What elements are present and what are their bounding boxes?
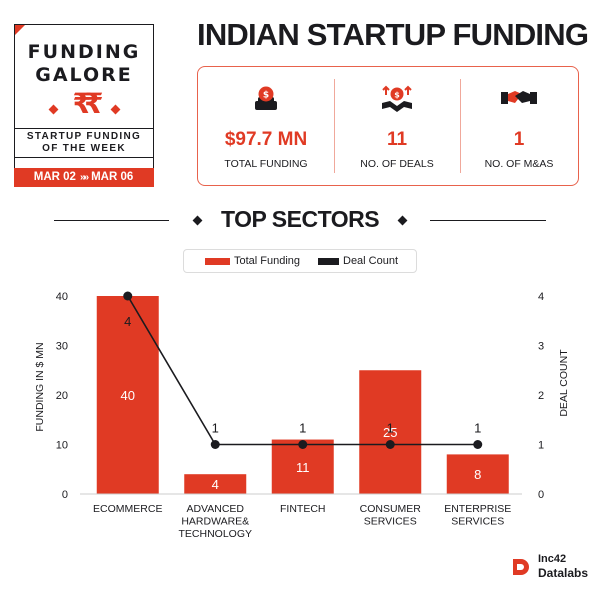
y-axis-label-left: FUNDING IN $ MN [34,342,46,432]
x-tick-label: ECOMMERCE [93,503,162,515]
line-data-label: 1 [212,421,219,436]
stat-value: 1 [513,129,525,150]
section-title: TOP SECTORS [220,206,380,232]
legend-label-deals: Deal Count [343,255,399,267]
x-tick-label: SERVICES [451,516,504,528]
x-tick-label: ADVANCED [186,503,244,515]
line-data-label: 1 [387,421,394,436]
y-tick-label: 0 [62,489,68,501]
x-tick-label: CONSUMER [360,503,422,515]
y2-tick-label: 4 [538,291,544,303]
y-tick-label: 30 [56,341,68,353]
x-tick-label: HARDWARE& [181,516,249,528]
stat-value: 11 [386,129,408,150]
y-tick-label: 10 [56,440,68,452]
stat-divider [334,79,335,173]
bar [446,454,509,494]
datalabs-logo-icon [513,559,529,575]
bar [184,474,247,494]
stat-total-funding: $ $97.7 MN TOTAL FUNDING [198,67,334,185]
badge-subtitle-line-1: STARTUP FUNDING [26,131,142,142]
chart-legend: Total Funding Deal Count [183,249,417,273]
y2-tick-label: 0 [538,489,544,501]
bar [359,370,422,494]
stat-label: NO. OF DEALS [360,158,434,170]
bar [96,296,159,494]
logo-text-datalabs: Datalabs [538,566,589,580]
date-range-bar: MAR 02 »» MAR 06 [13,167,154,187]
deal-count-point [385,440,395,449]
x-tick-label: SERVICES [364,516,417,528]
badge-divider-top [15,128,153,129]
stat-divider [460,79,461,173]
deal-growth-icon: $ [382,85,412,112]
stat-value: $97.7 MN [224,129,308,150]
svg-text:$: $ [394,90,400,99]
legend-swatch-funding [205,258,230,265]
deal-count-point [123,291,133,301]
funding-galore-badge: FUNDING GALORE ₹₹ STARTUP FUNDING OF THE… [13,24,154,187]
x-tick-label: FINTECH [280,503,326,515]
y-axis-label-right: DEAL COUNT [558,349,570,417]
bar-data-label: 11 [296,460,310,475]
bar-data-label: 25 [383,425,397,440]
line-data-label: 4 [124,314,131,329]
y2-tick-label: 1 [538,440,544,452]
y2-tick-label: 2 [538,390,544,402]
x-tick-label: TECHNOLOGY [178,528,252,540]
handshake-icon [501,91,537,104]
section-diamond-left [192,215,203,226]
line-data-label: 1 [299,421,306,436]
svg-text:$: $ [263,91,269,101]
legend-swatch-deals [318,258,339,265]
badge-title-line-1: FUNDING [27,41,141,63]
money-bag-icon: $ [255,86,277,110]
x-tick-label: ENTERPRISE [444,503,511,515]
date-end: MAR 06 [91,171,134,183]
badge-title-line-2: GALORE [35,64,133,86]
bar-data-label: 4 [212,477,219,492]
deal-count-point [473,440,483,449]
double-chevron-icon: »» [79,171,89,183]
logo-text-inc42: Inc42 [538,553,567,565]
legend-label-funding: Total Funding [234,255,301,267]
page-title: INDIAN STARTUP FUNDING [197,17,589,52]
badge-subtitle-line-2: OF THE WEEK [42,143,126,154]
deal-count-point [298,440,308,449]
y-tick-label: 20 [56,390,68,402]
y2-tick-label: 3 [538,341,544,353]
date-start: MAR 02 [33,171,76,183]
stat-deals: $ 11 NO. OF DEALS [334,67,460,185]
stats-panel: $ $97.7 MN TOTAL FUNDING $ 11 NO. OF DEA… [197,66,579,186]
stat-mna: 1 NO. OF M&AS [460,67,578,185]
section-diamond-right [397,215,408,226]
y-tick-label: 40 [56,291,68,303]
stat-label: NO. OF M&AS [484,158,554,170]
line-data-label: 1 [474,421,481,436]
bar-data-label: 8 [474,467,481,482]
rupee-icon: ₹₹ [72,87,104,120]
badge-divider-bottom [15,157,153,158]
inc42-datalabs-logo: Inc42 Datalabs [511,552,591,582]
stat-label: TOTAL FUNDING [224,158,308,170]
section-rule-left [54,220,169,221]
badge-corner-accent [15,25,25,35]
section-rule-right [430,220,546,221]
bar-data-label: 40 [121,388,135,403]
deal-count-point [210,440,220,449]
